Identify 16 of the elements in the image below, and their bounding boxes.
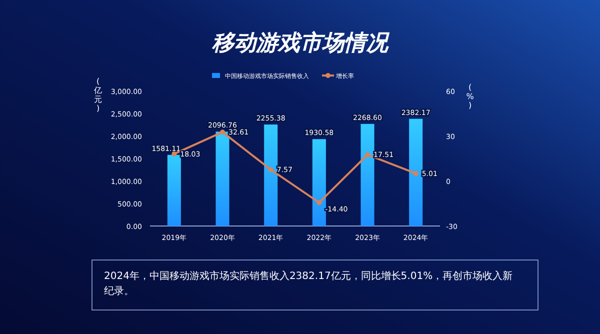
point: [268, 167, 274, 172]
y2-axis-title: (%): [466, 83, 474, 110]
point: [365, 152, 370, 158]
chart-title: 移动游戏市场情况: [211, 30, 390, 56]
text: 2024年，中国移动游戏市场实际销售收入2382.17亿元，同比增长5.01%，再创市场收入新纪录。: [104, 270, 514, 299]
bar: [216, 132, 230, 226]
bar: [409, 118, 423, 226]
bar: [167, 154, 181, 226]
point: [316, 200, 322, 206]
y-axis-title: (亿元): [93, 77, 102, 113]
point: [413, 170, 418, 176]
bar: [264, 124, 278, 226]
point: [220, 130, 225, 135]
point: [172, 151, 177, 156]
bar: [312, 139, 326, 226]
bar: [360, 124, 374, 226]
